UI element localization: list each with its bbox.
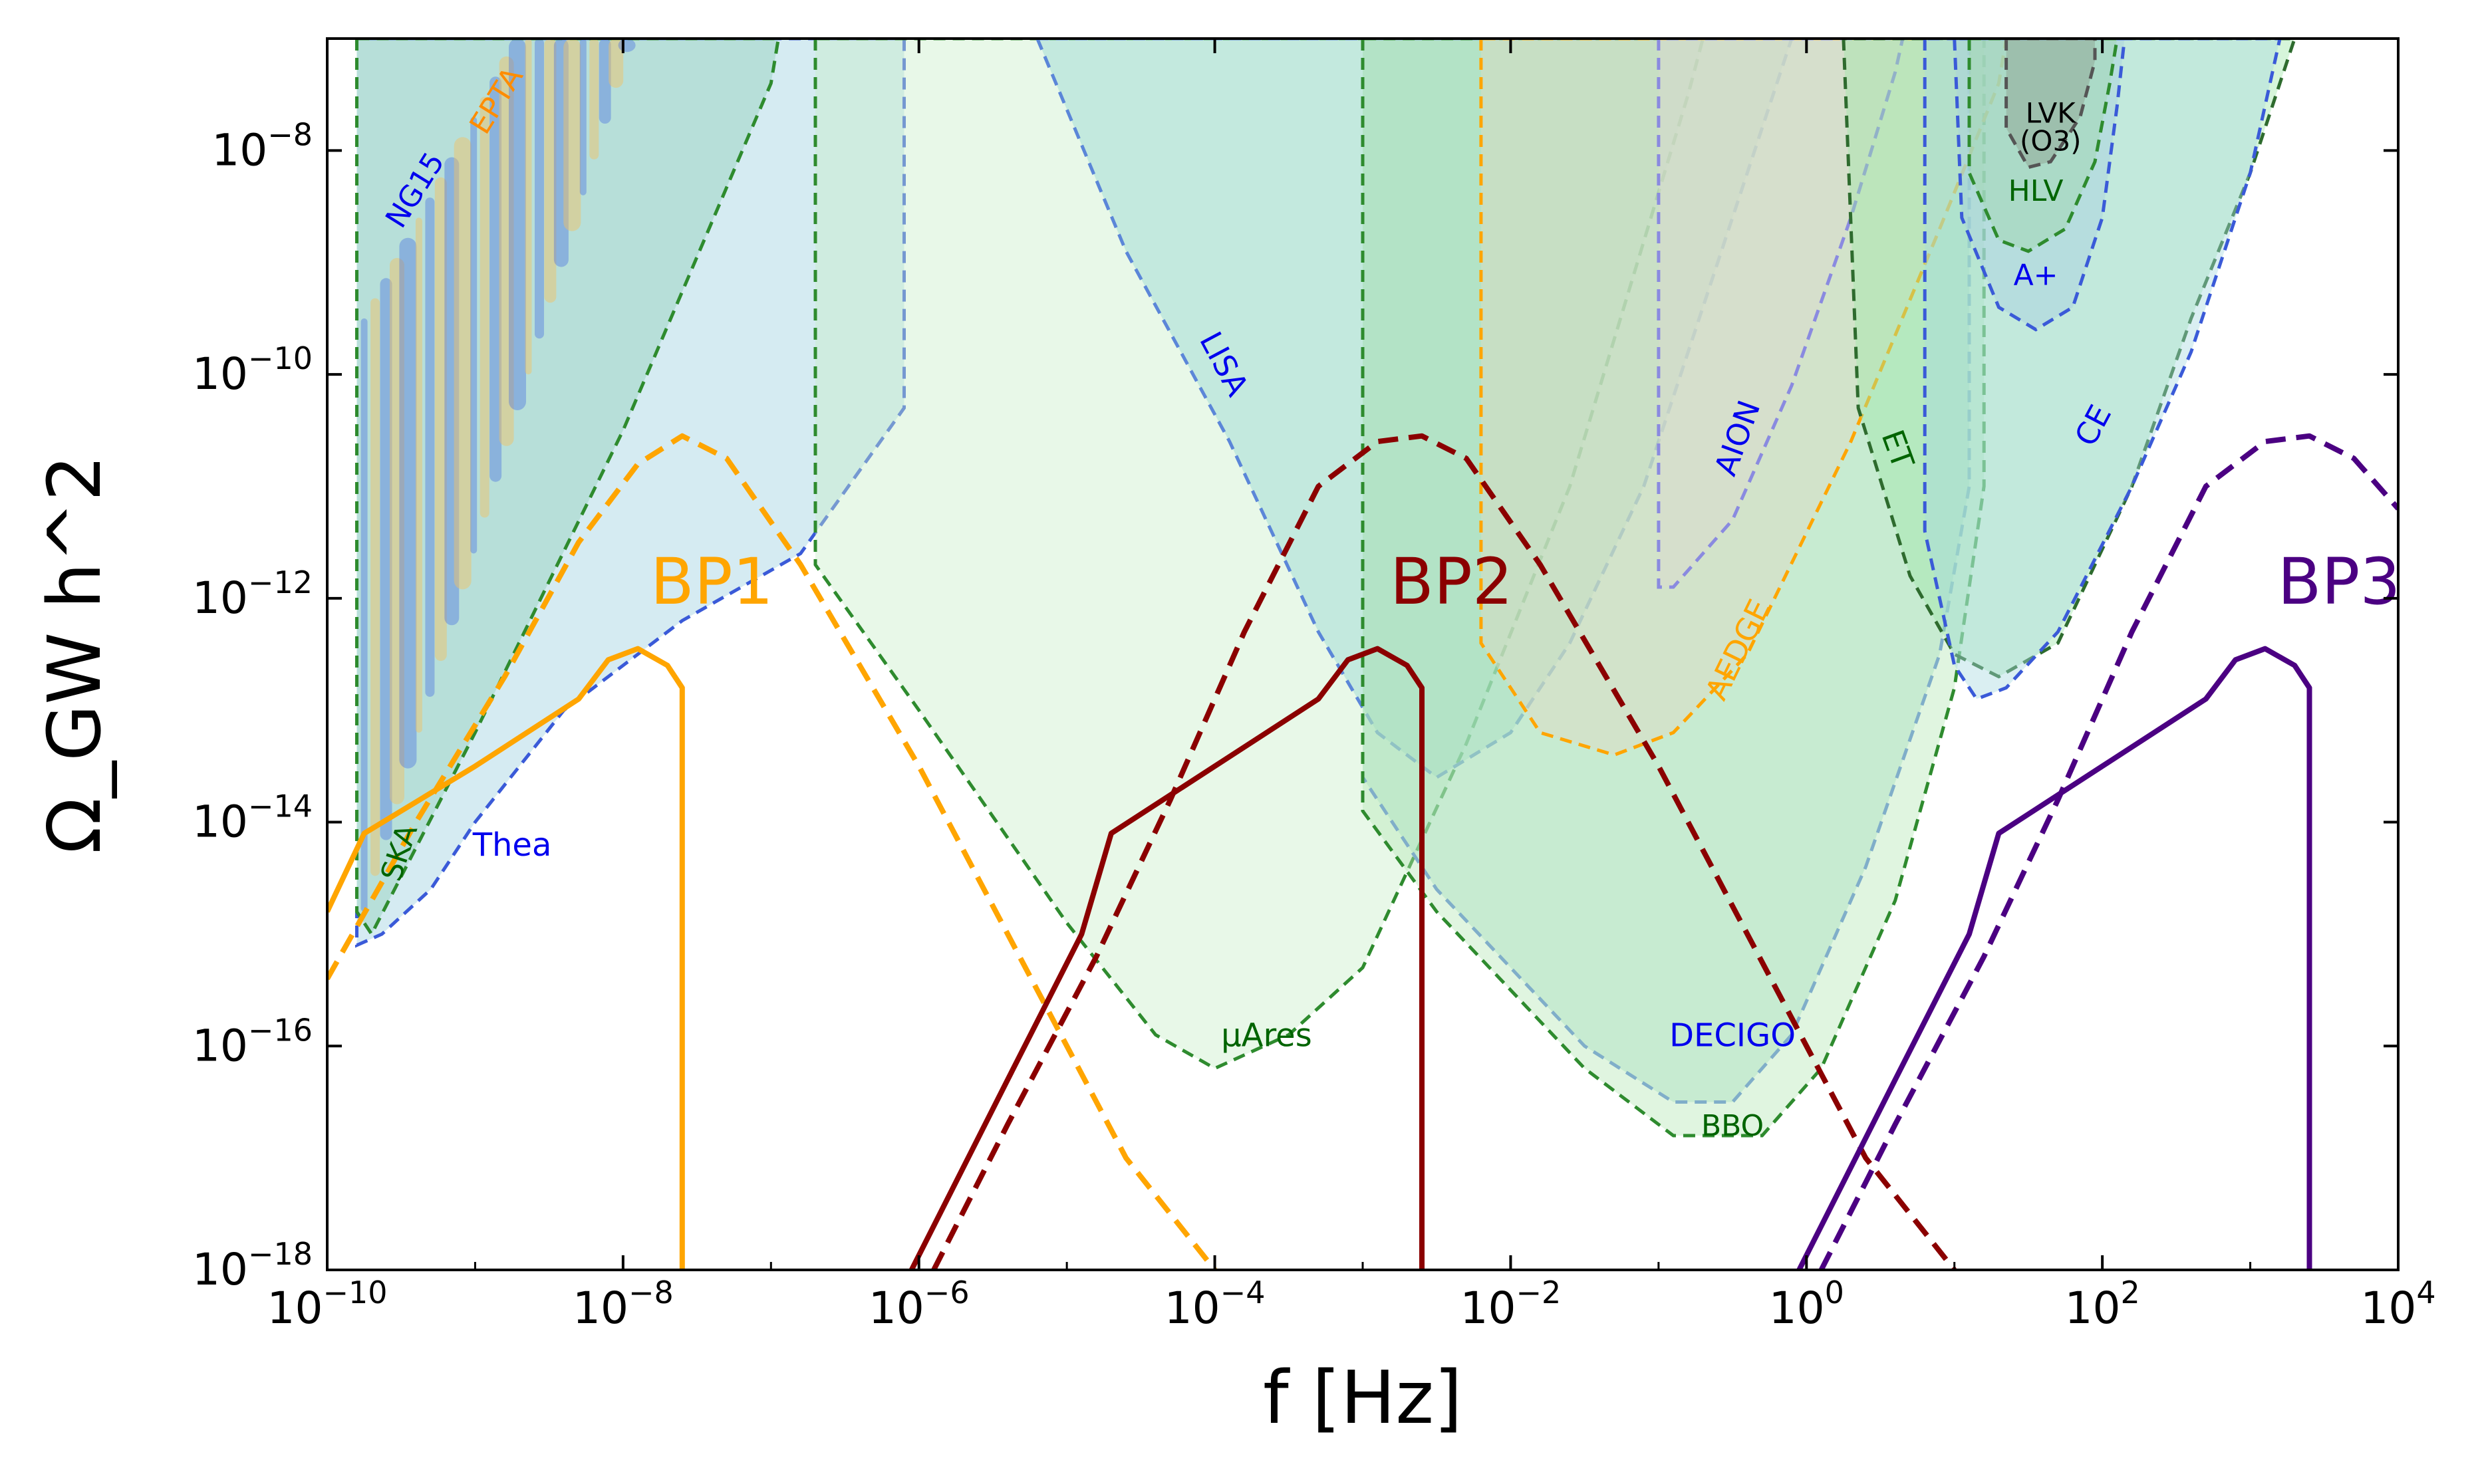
epta-violin-19 (563, 39, 581, 231)
epta-violin-7 (434, 177, 447, 662)
ng15-violin-16 (535, 39, 544, 339)
label-decigo: DECIGO (1669, 1017, 1796, 1054)
x-axis-label: f [Hz] (1263, 1355, 1462, 1440)
sensitivity-region-et (1842, 39, 2296, 679)
y-tick-label: 10−12 (192, 564, 313, 624)
label-thea: Thea (472, 826, 552, 864)
epta-violin-1 (370, 298, 380, 876)
sensitivity-region-aedge (1479, 39, 2008, 757)
label-a: A+ (2014, 258, 2058, 292)
x-tick-label: 10−8 (573, 1275, 674, 1334)
sensitivity-region-ska (355, 39, 780, 937)
y-tick-label: 10−10 (192, 340, 313, 400)
ng15-violin-18 (553, 39, 569, 267)
ng15-violin-6 (425, 197, 435, 697)
ng15-violin-24 (618, 39, 636, 53)
label-lvk-o3: LVK (O3) (2020, 96, 2082, 157)
benchmark-curves (327, 433, 2398, 1270)
epta-violin-13 (499, 56, 514, 446)
ng15-violin-4 (399, 237, 417, 769)
epta-violin-11 (480, 96, 489, 518)
epta-violin-17 (544, 39, 557, 303)
y-tick-label: 10−14 (192, 789, 313, 848)
pta-violins (360, 39, 636, 912)
sensitivity-region-hlv (1967, 39, 2119, 253)
sensitivity-region-lisa (1035, 39, 1794, 780)
sensitivity-bands (355, 39, 2296, 1138)
label-ares: µAres (1221, 1017, 1312, 1054)
label-bp2: BP2 (1390, 545, 1513, 619)
bp2-dashed-curve (931, 433, 1957, 1270)
y-tick-label: 10−18 (192, 1236, 313, 1295)
x-tick-label: 100 (1769, 1275, 1844, 1334)
ng15-violin-20 (579, 39, 587, 195)
ng15-violin-22 (599, 39, 611, 124)
bp2-solid-curve (909, 646, 1425, 1270)
sensitivity-region-aion (1657, 39, 1905, 589)
ng15-violin-14 (509, 39, 526, 410)
x-tick-label: 104 (2360, 1275, 2435, 1334)
epta-violin-5 (415, 217, 422, 733)
sensitivity-region-ce (1923, 39, 2282, 701)
label-bp3: BP3 (2278, 545, 2401, 619)
bp1-solid-curve (327, 646, 685, 1270)
epta-violin-3 (390, 258, 404, 804)
epta-violin-15 (525, 39, 532, 375)
x-tick-label: 10−10 (267, 1275, 387, 1334)
bp3-solid-curve (1796, 646, 2312, 1270)
epta-violin-23 (609, 39, 624, 88)
label-hlv: HLV (2008, 174, 2064, 208)
label-bbo: BBO (1701, 1109, 1764, 1143)
x-tick-label: 10−4 (1165, 1275, 1266, 1334)
ng15-violin-10 (470, 116, 478, 554)
bp1-dashed-curve (327, 433, 1217, 1270)
y-axis-label: Ω_GW h^2 (32, 455, 117, 854)
axes: 10−10 10−8 10−6 10−4 10−2 100 102 104 10−18 10−16… (32, 37, 2436, 1440)
label-bp1: BP1 (650, 545, 773, 619)
x-tick-label: 102 (2065, 1275, 2140, 1334)
x-tick-label: 10−2 (1460, 1275, 1562, 1334)
sensitivity-region-lvk-o3 (2004, 39, 2097, 170)
ng15-violin-2 (380, 278, 392, 840)
epta-violin-21 (589, 39, 599, 160)
ng15-violin-0 (360, 318, 368, 912)
y-tick-label: 10−16 (192, 1012, 313, 1071)
x-tick-label: 10−6 (869, 1275, 970, 1334)
epta-violin-9 (454, 137, 472, 590)
y-tick-label: 10−8 (211, 116, 313, 176)
ng15-violin-8 (444, 157, 460, 626)
ng15-violin-12 (489, 76, 502, 482)
bp3-dashed-curve (1818, 433, 2398, 1270)
